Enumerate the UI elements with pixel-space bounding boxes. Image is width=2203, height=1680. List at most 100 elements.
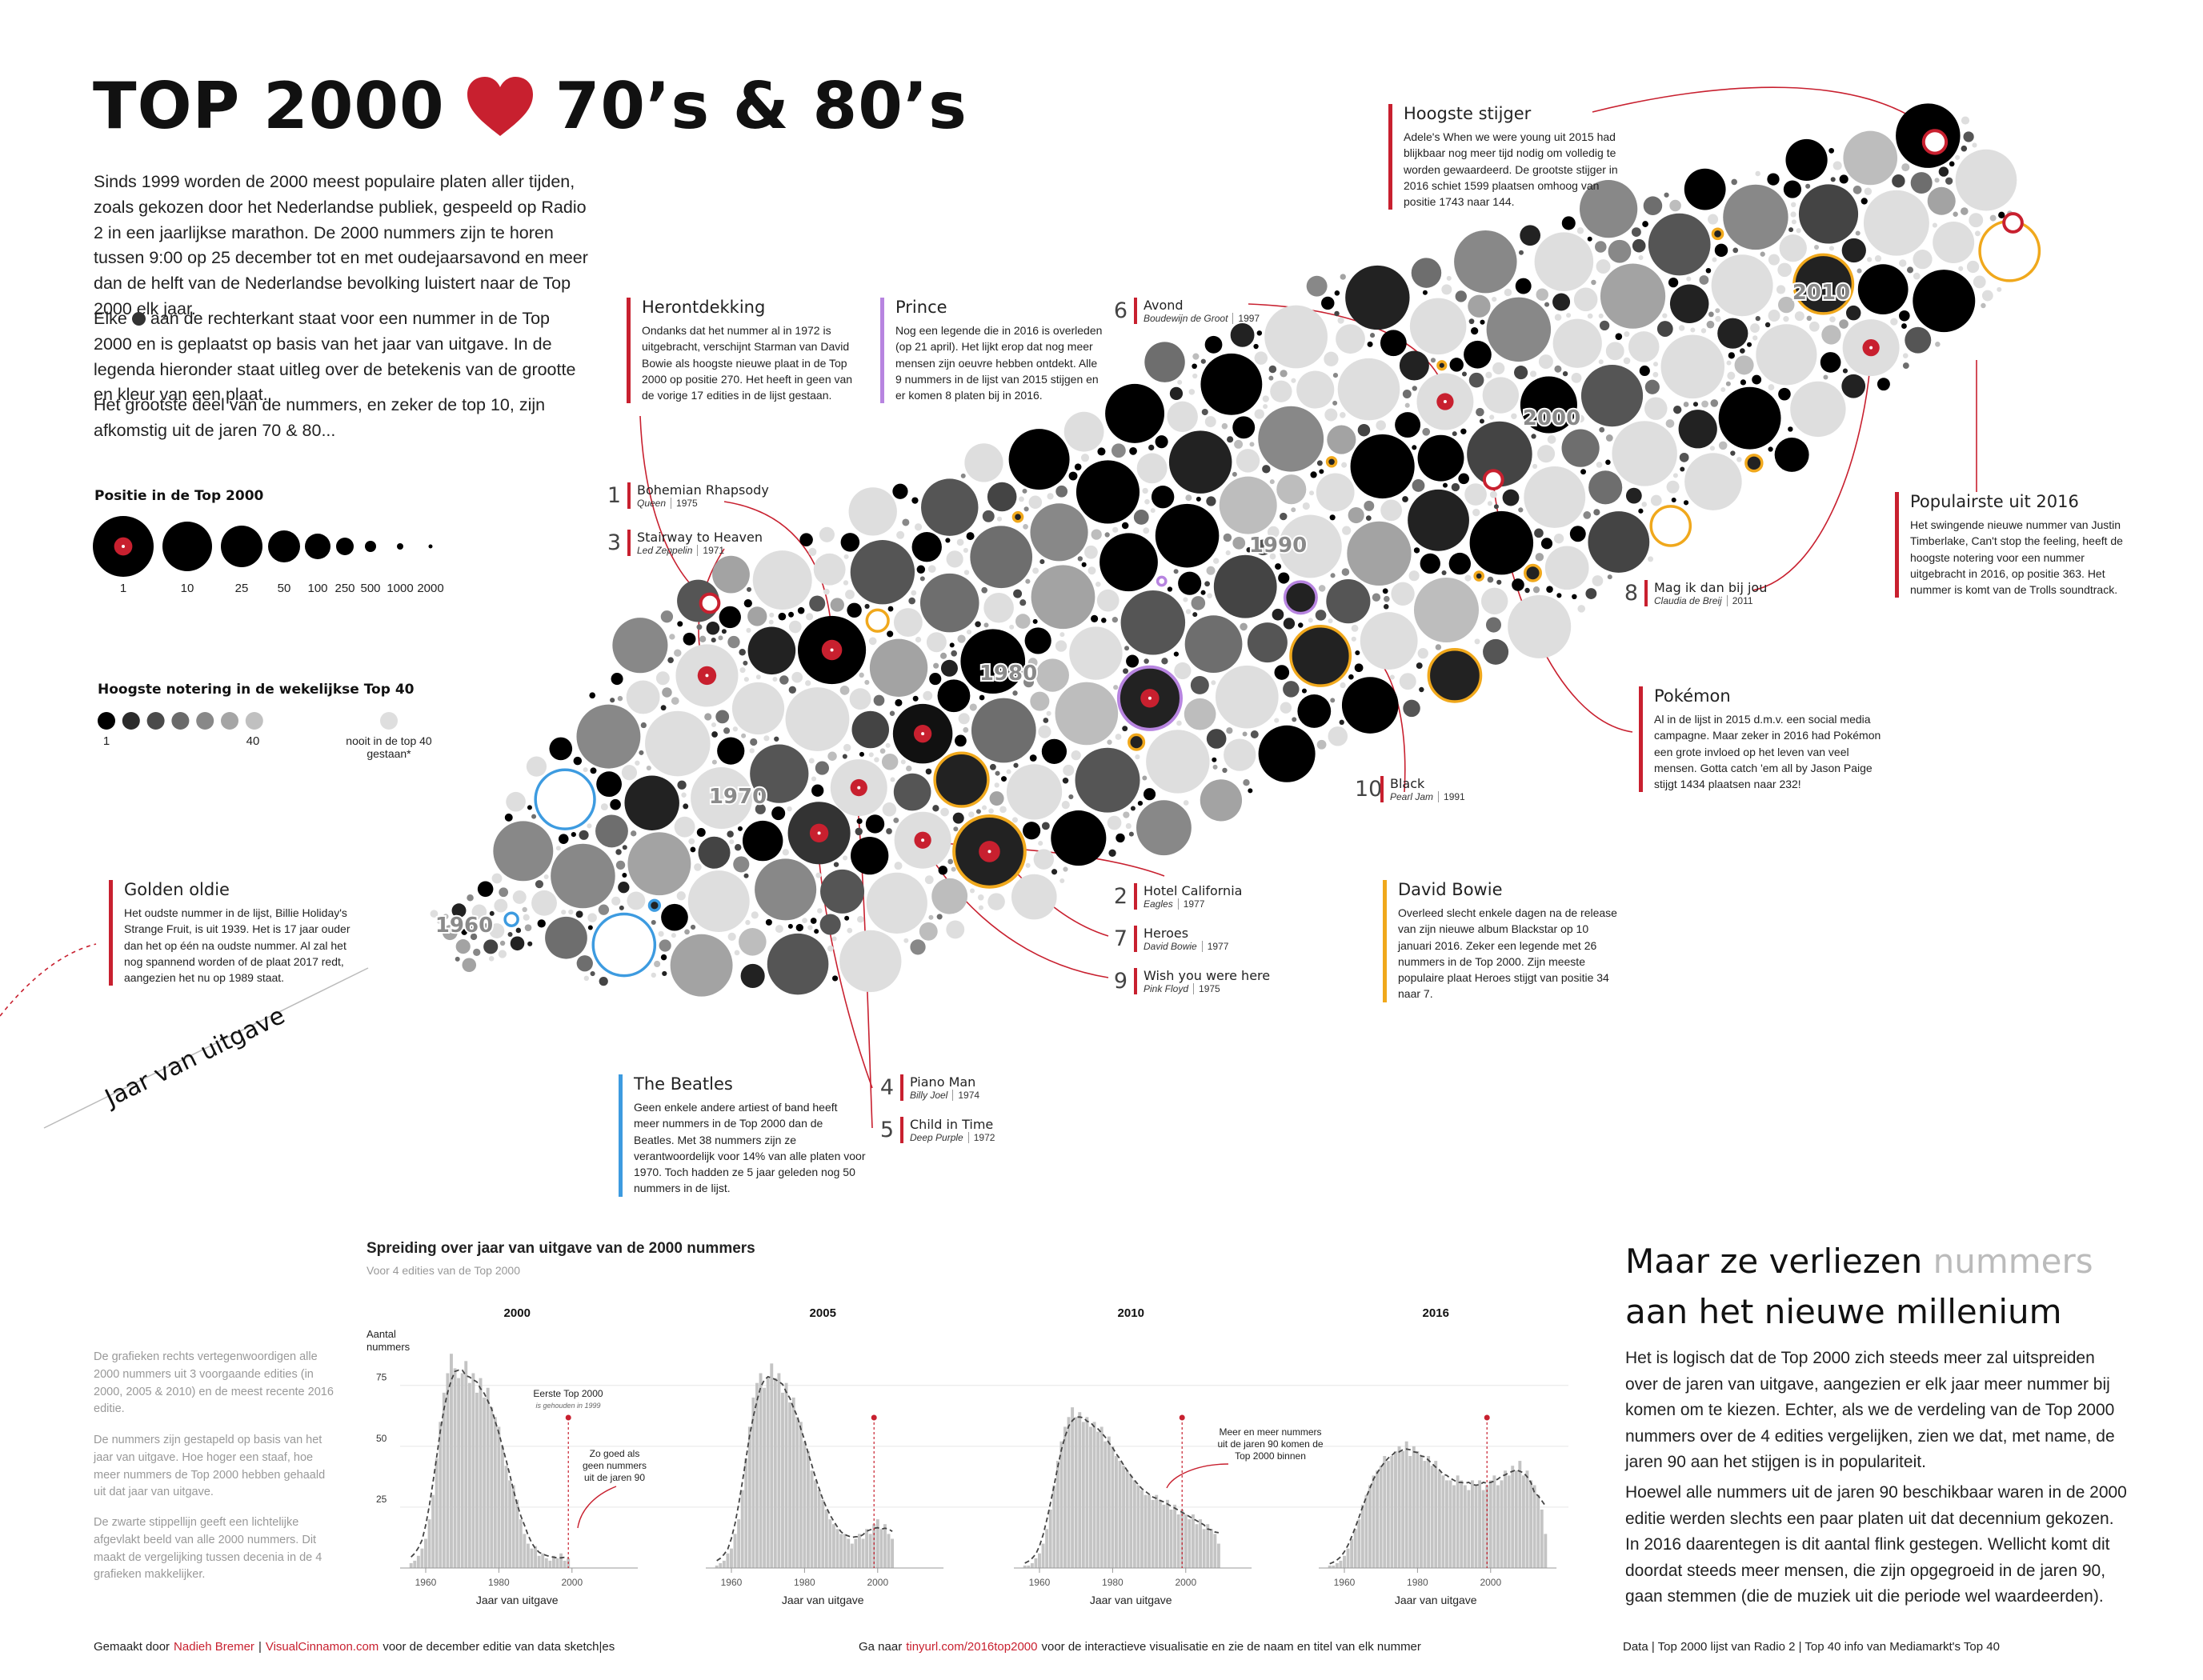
song-dot <box>489 923 505 938</box>
song-dot <box>1534 528 1544 538</box>
song-dot <box>1402 390 1412 398</box>
song-sub: Billy Joel 1974 <box>910 1090 980 1101</box>
song-dot <box>1148 444 1155 451</box>
song-dot <box>839 685 850 695</box>
song-dot <box>661 903 688 931</box>
annotation-title: Hoogste stijger <box>1404 104 1532 123</box>
smoothed-line <box>1329 1448 1547 1565</box>
song-dot <box>667 657 674 663</box>
song-dot <box>1653 362 1659 367</box>
song-dot <box>622 845 627 850</box>
song-dot <box>1200 590 1206 595</box>
song-dot <box>1828 246 1835 251</box>
song-dot <box>1030 503 1088 562</box>
footer-link[interactable]: Nadieh Bremer <box>174 1640 254 1654</box>
song-dot <box>1961 145 1968 152</box>
song-dot <box>1472 508 1480 517</box>
song-dot <box>583 767 588 773</box>
song-dot <box>674 649 682 657</box>
song-dot <box>1074 463 1082 470</box>
song-dot <box>1901 163 1910 172</box>
song-dot <box>1107 815 1122 830</box>
song-dot <box>1768 446 1773 452</box>
song-dot <box>1955 154 1961 160</box>
song-dot <box>1270 380 1292 402</box>
song-dot <box>809 595 826 612</box>
song-dot <box>1857 268 1862 274</box>
song-dot <box>1399 350 1429 381</box>
bar <box>1078 1412 1082 1568</box>
song-dot <box>988 808 994 814</box>
song-dot <box>1391 582 1415 606</box>
bar <box>810 1470 814 1568</box>
song-dot <box>1442 482 1448 488</box>
song-dot <box>515 927 522 934</box>
song-dot <box>987 893 1005 910</box>
footer-link[interactable]: VisualCinnamon.com <box>265 1640 379 1654</box>
bar <box>1521 1475 1525 1568</box>
song-dot <box>1310 471 1317 478</box>
song-dot <box>1587 236 1592 242</box>
song-dot <box>1185 494 1192 502</box>
song-dot <box>1680 466 1685 472</box>
song-dot <box>1011 510 1024 523</box>
song-dot <box>886 828 892 834</box>
song-dot <box>1710 399 1719 407</box>
bar <box>1343 1555 1346 1568</box>
song-dot <box>615 860 626 870</box>
bar <box>1397 1446 1401 1568</box>
song-dot <box>1662 313 1668 318</box>
song-dot <box>1087 566 1096 575</box>
song-artist: Pink Floyd <box>1144 983 1189 994</box>
song-dot <box>1006 764 1063 820</box>
song-dot <box>1059 632 1065 638</box>
song-dot <box>1011 817 1018 823</box>
song-dot <box>498 950 507 958</box>
song-dot <box>1332 373 1339 378</box>
song-year: 1975 <box>671 498 698 509</box>
bar <box>1038 1553 1041 1568</box>
song-dot <box>1384 595 1390 602</box>
song-dot <box>966 629 972 635</box>
bar <box>1404 1441 1408 1568</box>
bar <box>1456 1475 1460 1568</box>
song-dot <box>1512 578 1524 591</box>
song-sub: Boudewijn de Groot 1997 <box>1144 313 1260 324</box>
footer-link[interactable]: tinyurl.com/2016top2000 <box>906 1640 1038 1654</box>
song-dot <box>1341 568 1350 576</box>
record-hole <box>1443 400 1447 404</box>
bar <box>1394 1450 1397 1568</box>
song-dot <box>1111 443 1126 458</box>
song-dot <box>1973 275 1986 289</box>
bar <box>1485 1485 1489 1568</box>
x-tick-label: 1960 <box>1029 1577 1051 1588</box>
song-dot <box>1598 313 1604 318</box>
song-dot <box>1156 575 1168 587</box>
song-dot <box>1324 351 1339 366</box>
song-dot <box>1588 511 1650 573</box>
song-dot <box>1200 779 1243 822</box>
song-dot <box>929 673 942 686</box>
song-dot <box>727 635 740 649</box>
song-dot <box>830 598 844 612</box>
song-dot <box>833 862 839 867</box>
song-dot <box>1334 290 1340 296</box>
song-info: Avond Boudewijn de Groot 1997 <box>1134 298 1260 324</box>
legend-size <box>268 530 300 562</box>
song-dot <box>494 898 508 913</box>
song-dot <box>1351 624 1359 632</box>
song-dot <box>1142 775 1148 781</box>
song-dot <box>1408 489 1469 551</box>
bar <box>814 1480 818 1568</box>
footer-text: voor de interactieve visualisatie en zie… <box>1041 1640 1421 1654</box>
bar <box>1412 1446 1416 1568</box>
bar <box>413 1560 417 1568</box>
song-dot <box>1009 624 1015 630</box>
song-dot <box>949 642 955 648</box>
song-dot <box>847 602 862 618</box>
song-dot <box>527 941 533 946</box>
song-dot <box>994 782 999 788</box>
song-dot <box>1493 504 1499 510</box>
song-dot <box>1752 374 1762 385</box>
